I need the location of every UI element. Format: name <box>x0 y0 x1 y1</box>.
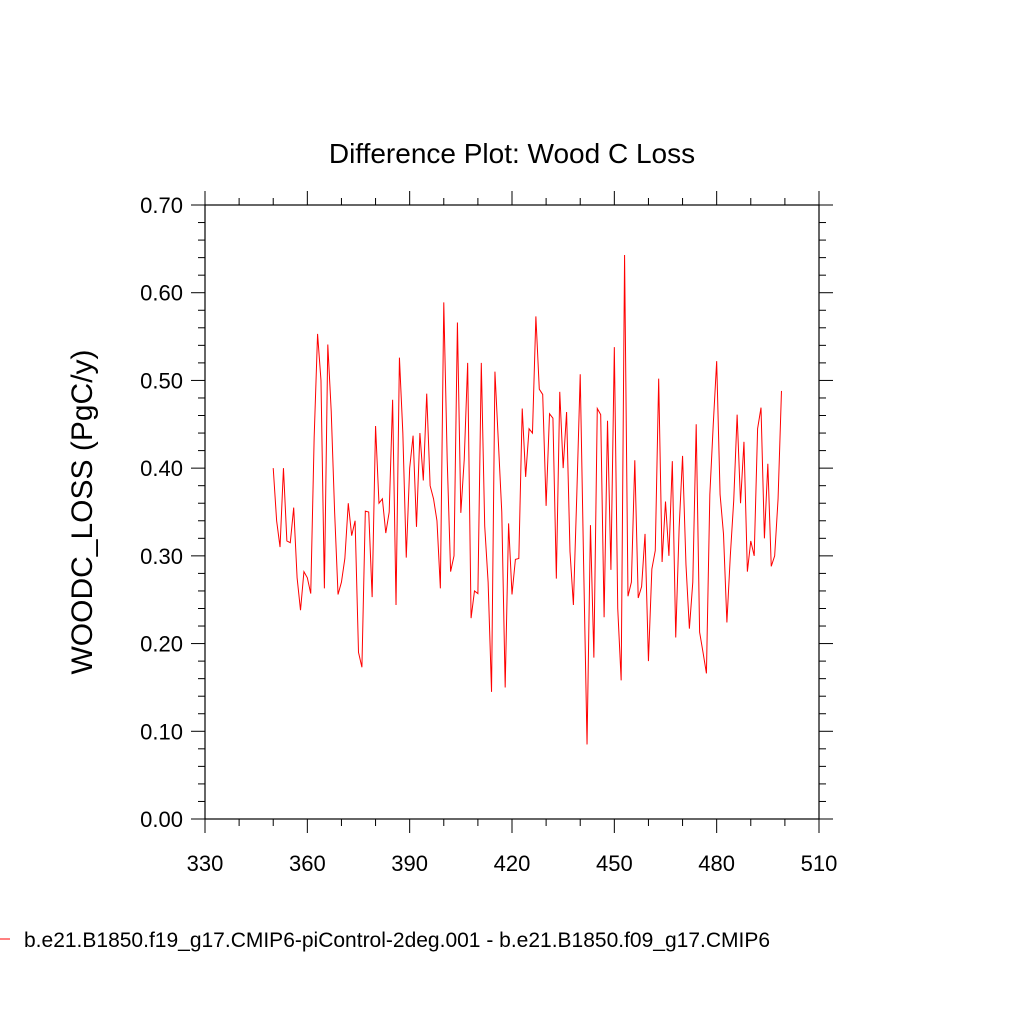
x-tick-label: 360 <box>289 851 326 876</box>
y-tick-label: 0.50 <box>140 368 183 393</box>
y-tick-label: 0.70 <box>140 193 183 218</box>
legend: b.e21.B1850.f19_g17.CMIP6-piControl-2deg… <box>0 929 770 952</box>
y-axis-label: WOODC_LOSS (PgC/y) <box>66 349 99 674</box>
x-tick-label: 390 <box>391 851 428 876</box>
x-tick-label: 330 <box>187 851 224 876</box>
x-tick-label: 480 <box>698 851 735 876</box>
y-tick-label: 0.10 <box>140 719 183 744</box>
legend-label: b.e21.B1850.f19_g17.CMIP6-piControl-2deg… <box>24 929 770 952</box>
series-layer <box>272 254 782 745</box>
y-tick-label: 0.40 <box>140 456 183 481</box>
x-axis: 330 360 390 420 450 480 510 <box>187 191 838 876</box>
chart-title: Difference Plot: Wood C Loss <box>329 138 695 169</box>
y-tick-label: 0.00 <box>140 807 183 832</box>
x-tick-label: 420 <box>494 851 531 876</box>
x-tick-label: 510 <box>801 851 838 876</box>
plot-frame <box>204 204 820 820</box>
y-tick-label: 0.30 <box>140 544 183 569</box>
y-tick-label: 0.20 <box>140 632 183 657</box>
y-axis: 0.00 0.10 0.20 0.30 0.40 0.50 0.60 0.70 <box>140 193 833 832</box>
x-tick-label: 450 <box>596 851 633 876</box>
y-tick-label: 0.60 <box>140 281 183 306</box>
series-line <box>272 254 782 745</box>
